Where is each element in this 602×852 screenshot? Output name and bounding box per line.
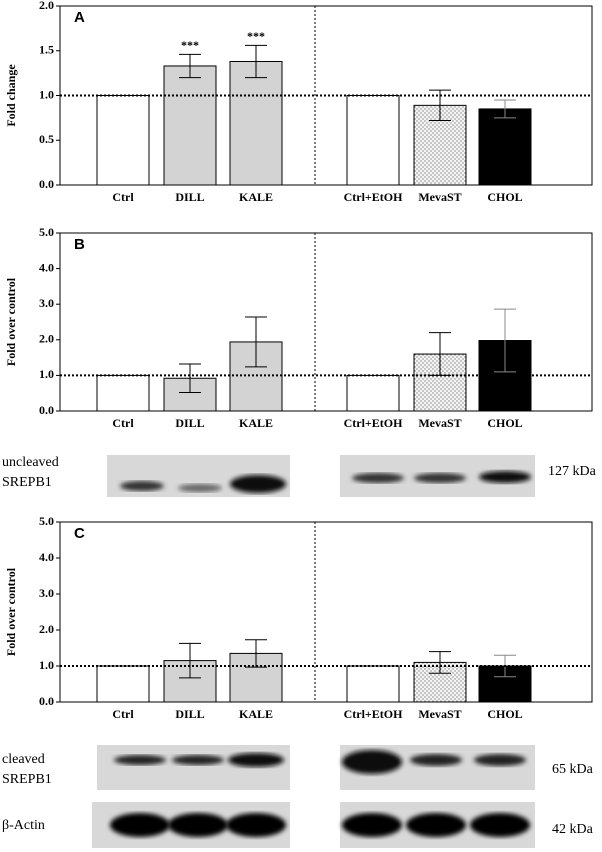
x-tick-label: DILL (175, 416, 204, 430)
plot-frame (59, 5, 593, 186)
bar (478, 108, 532, 186)
x-tick-label: CHOL (487, 190, 522, 204)
panel-label: B (74, 236, 85, 253)
error-bar (494, 308, 516, 373)
error-bar (179, 363, 201, 393)
error-bar (245, 44, 267, 79)
bar (96, 374, 150, 412)
y-tick-label: 1.0 (39, 367, 54, 381)
panel-label: C (74, 525, 85, 542)
y-tick-label: 3.0 (39, 296, 54, 310)
y-tick-label: 2.0 (39, 332, 54, 346)
error-bar (179, 642, 201, 679)
x-tick-label: MevaST (418, 707, 461, 721)
x-tick-label: Ctrl (112, 190, 134, 204)
y-tick-label: 2.0 (39, 622, 54, 636)
x-tick-label: MevaST (418, 190, 461, 204)
x-tick-label: KALE (239, 190, 273, 204)
y-tick-label: 3.0 (39, 586, 54, 600)
significance: *** (247, 29, 265, 43)
error-bar (179, 53, 201, 79)
bar (346, 95, 400, 186)
x-tick-label: CHOL (487, 416, 522, 430)
y-tick-label: 5.0 (39, 514, 54, 528)
y-tick-label: 4.0 (39, 260, 54, 274)
blot-size: 127 kDa (548, 464, 597, 479)
error-bar (494, 99, 516, 119)
x-tick-label: DILL (175, 707, 204, 721)
plot-frame (59, 521, 593, 703)
y-tick-label: 0.0 (39, 694, 54, 708)
y-tick-label: 1.5 (39, 43, 54, 57)
y-axis-label: Fold change (4, 64, 18, 127)
bar (229, 60, 283, 186)
error-bar (245, 639, 267, 668)
error-bar (429, 651, 451, 674)
x-tick-label: CHOL (487, 707, 522, 721)
y-axis-label: Fold over control (4, 567, 18, 656)
y-tick-label: 5.0 (39, 225, 54, 239)
bar (163, 65, 217, 186)
y-tick-label: 4.0 (39, 550, 54, 564)
blot-label: cleaved (2, 752, 45, 767)
blot-label: SREPB1 (2, 475, 52, 490)
x-tick-label: Ctrl (112, 416, 134, 430)
x-tick-label: DILL (175, 190, 204, 204)
y-tick-label: 0.5 (39, 132, 54, 146)
x-tick-label: KALE (239, 416, 273, 430)
y-tick-label: 0.0 (39, 177, 54, 191)
significance: *** (181, 38, 199, 52)
blot-label: uncleaved (2, 455, 59, 470)
y-axis-label: Fold over control (4, 277, 18, 366)
bar (346, 374, 400, 412)
blot-actin: β-Actin 42 kDa (2, 802, 594, 848)
blot-cleaved: cleaved SREPB1 65 kDa (2, 745, 594, 790)
y-tick-label: 1.0 (39, 658, 54, 672)
x-tick-label: Ctrl (112, 707, 134, 721)
blot-label: β-Actin (2, 818, 45, 833)
y-tick-label: 2.0 (39, 0, 54, 12)
blot-uncleaved: uncleaved SREPB1 127 kDa (2, 455, 597, 497)
bar (96, 665, 150, 703)
blot-size: 42 kDa (552, 822, 594, 837)
x-tick-label: Ctrl+EtOH (344, 416, 403, 430)
x-tick-label: Ctrl+EtOH (344, 190, 403, 204)
plot-frame (59, 232, 593, 412)
x-tick-label: Ctrl+EtOH (344, 707, 403, 721)
bar (96, 95, 150, 186)
x-tick-label: KALE (239, 707, 273, 721)
x-tick-label: MevaST (418, 416, 461, 430)
bar (346, 665, 400, 703)
blot-size: 65 kDa (552, 762, 594, 777)
y-tick-label: 0.0 (39, 403, 54, 417)
panel-label: A (74, 9, 85, 26)
error-bar (245, 316, 267, 368)
y-tick-label: 1.0 (39, 87, 54, 101)
blot-label: SREPB1 (2, 772, 52, 787)
